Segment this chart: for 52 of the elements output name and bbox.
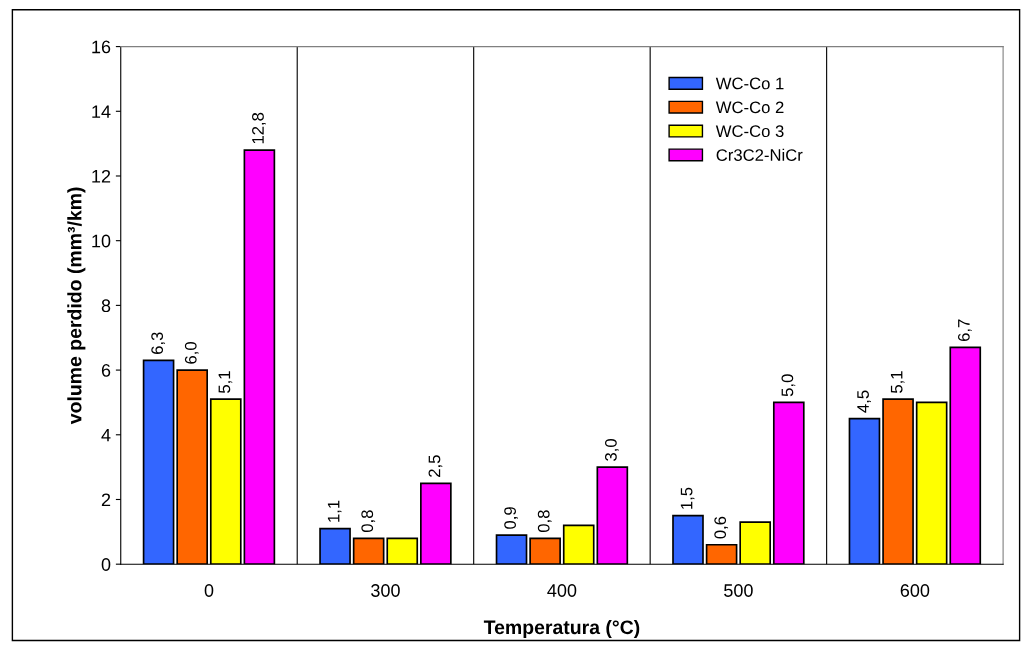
- bar: [882, 398, 914, 565]
- data-label: 0,9: [504, 507, 518, 529]
- y-tick-label: 8: [101, 299, 111, 313]
- bar: [772, 401, 805, 565]
- bar: [352, 537, 385, 565]
- x-axis-title: Temperatura (°C): [483, 619, 640, 639]
- data-label: 5,1: [890, 371, 905, 393]
- y-tick-label: 0: [101, 558, 111, 571]
- data-label: 0,6: [714, 516, 729, 539]
- legend-label: Cr3C2-NiCr: [716, 148, 803, 161]
- data-label: 6,7: [957, 319, 972, 342]
- data-label: 1,5: [680, 487, 695, 509]
- x-tick-label: 500: [724, 584, 753, 597]
- data-label: 0,8: [361, 510, 376, 533]
- bar: [209, 398, 242, 565]
- bar: [142, 359, 175, 565]
- data-label: 0,8: [537, 510, 552, 533]
- data-label: 6,0: [184, 342, 199, 364]
- bar: [386, 537, 419, 565]
- bar: [739, 521, 772, 565]
- y-axis-title: volume perdido (mm³/km): [67, 187, 86, 425]
- data-label: 5,0: [781, 374, 796, 397]
- y-tick-label: 2: [101, 493, 111, 507]
- y-tick-label: 12: [92, 169, 111, 183]
- data-label: 1,1: [327, 500, 342, 522]
- y-tick-label: 16: [92, 40, 111, 54]
- data-label: 3,0: [605, 439, 619, 461]
- bar: [243, 149, 276, 565]
- bar: [420, 482, 452, 565]
- bar: [495, 534, 528, 565]
- y-tick-label: 10: [92, 234, 111, 248]
- x-tick-label: 300: [371, 584, 400, 597]
- x-tick-label: 0: [204, 584, 214, 597]
- x-tick-label: 600: [900, 584, 930, 597]
- legend-label: WC-Co 1: [715, 77, 784, 90]
- bar: [176, 369, 209, 565]
- data-label: 12,8: [252, 112, 266, 144]
- data-label: 4,5: [857, 390, 871, 413]
- legend-label: WC-Co 2: [715, 101, 784, 114]
- bar: [529, 537, 561, 565]
- bar: [672, 514, 704, 565]
- bar: [705, 543, 738, 565]
- x-tick-label: 400: [547, 584, 577, 597]
- bar: [848, 417, 881, 565]
- y-tick-label: 4: [101, 428, 111, 442]
- legend-label: WC-Co 3: [715, 125, 784, 138]
- y-tick-label: 6: [101, 364, 111, 377]
- bar: [319, 527, 351, 565]
- data-label: 6,3: [151, 332, 166, 354]
- data-label: 5,1: [218, 371, 233, 393]
- data-label: 2,5: [428, 455, 443, 477]
- y-tick-label: 14: [92, 105, 111, 118]
